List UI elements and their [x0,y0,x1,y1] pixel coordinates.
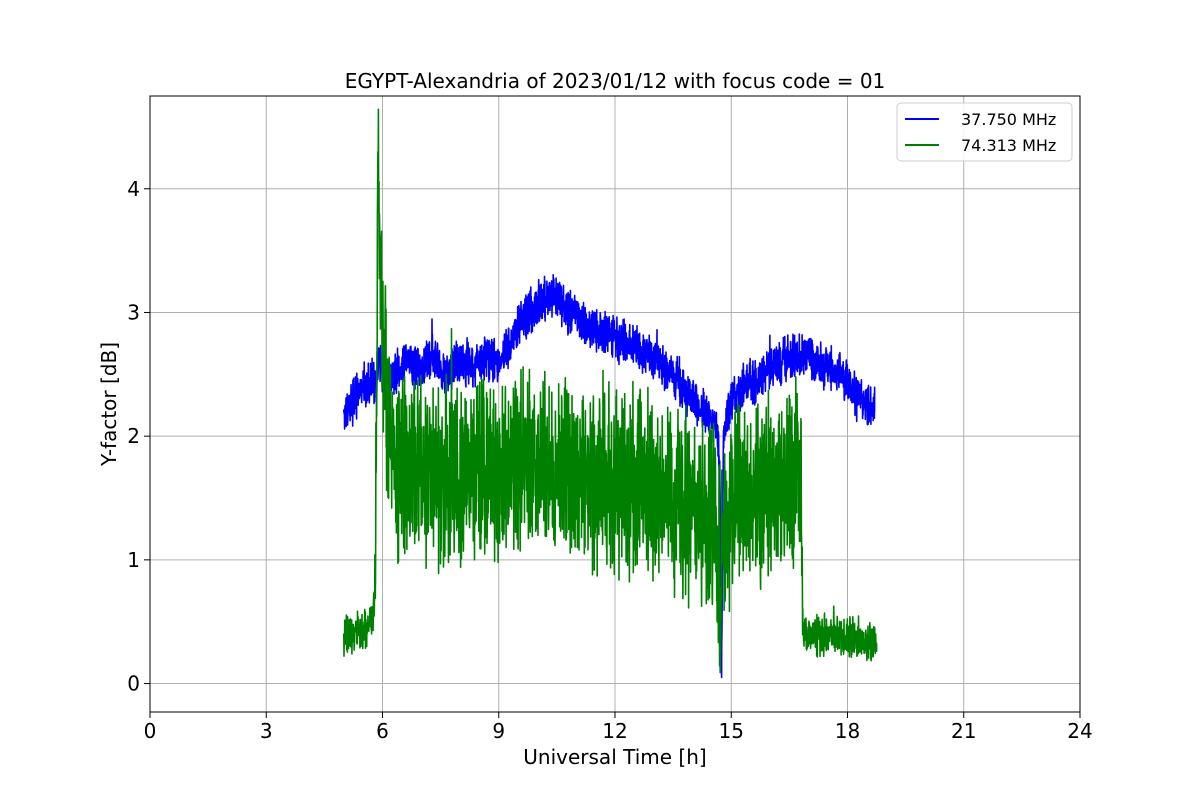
x-tick-label: 12 [602,719,627,743]
plot-area [149,95,1081,713]
chart-title: EGYPT-Alexandria of 2023/01/12 with focu… [345,69,886,93]
x-tick-label: 15 [719,719,744,743]
y-axis-label: Y-factor [dB] [97,342,121,467]
legend: 37.750 MHz 74.313 MHz [896,102,1073,162]
series-line-37750 [342,273,876,679]
series-line-74313 [342,108,878,674]
y-tick-label: 2 [127,424,140,448]
x-axis-label: Universal Time [h] [523,745,706,769]
series-layer [342,108,878,679]
legend-label-37750: 37.750 MHz [961,110,1056,129]
y-tick-label: 1 [127,548,140,572]
x-tick-label: 21 [951,719,976,743]
x-tick-label: 18 [835,719,860,743]
x-tick-label: 0 [144,719,157,743]
x-tick-label: 24 [1067,719,1092,743]
x-axis-ticks: 0 3 6 9 12 15 18 21 24 [144,712,1093,743]
x-tick-label: 9 [492,719,505,743]
y-tick-label: 3 [127,300,140,324]
x-tick-label: 6 [376,719,389,743]
y-axis-ticks: 0 1 2 3 4 [127,177,150,696]
legend-box [896,102,1073,162]
y-tick-label: 4 [127,177,140,201]
legend-label-74313: 74.313 MHz [961,136,1056,155]
y-tick-label: 0 [127,672,140,696]
x-tick-label: 3 [260,719,273,743]
